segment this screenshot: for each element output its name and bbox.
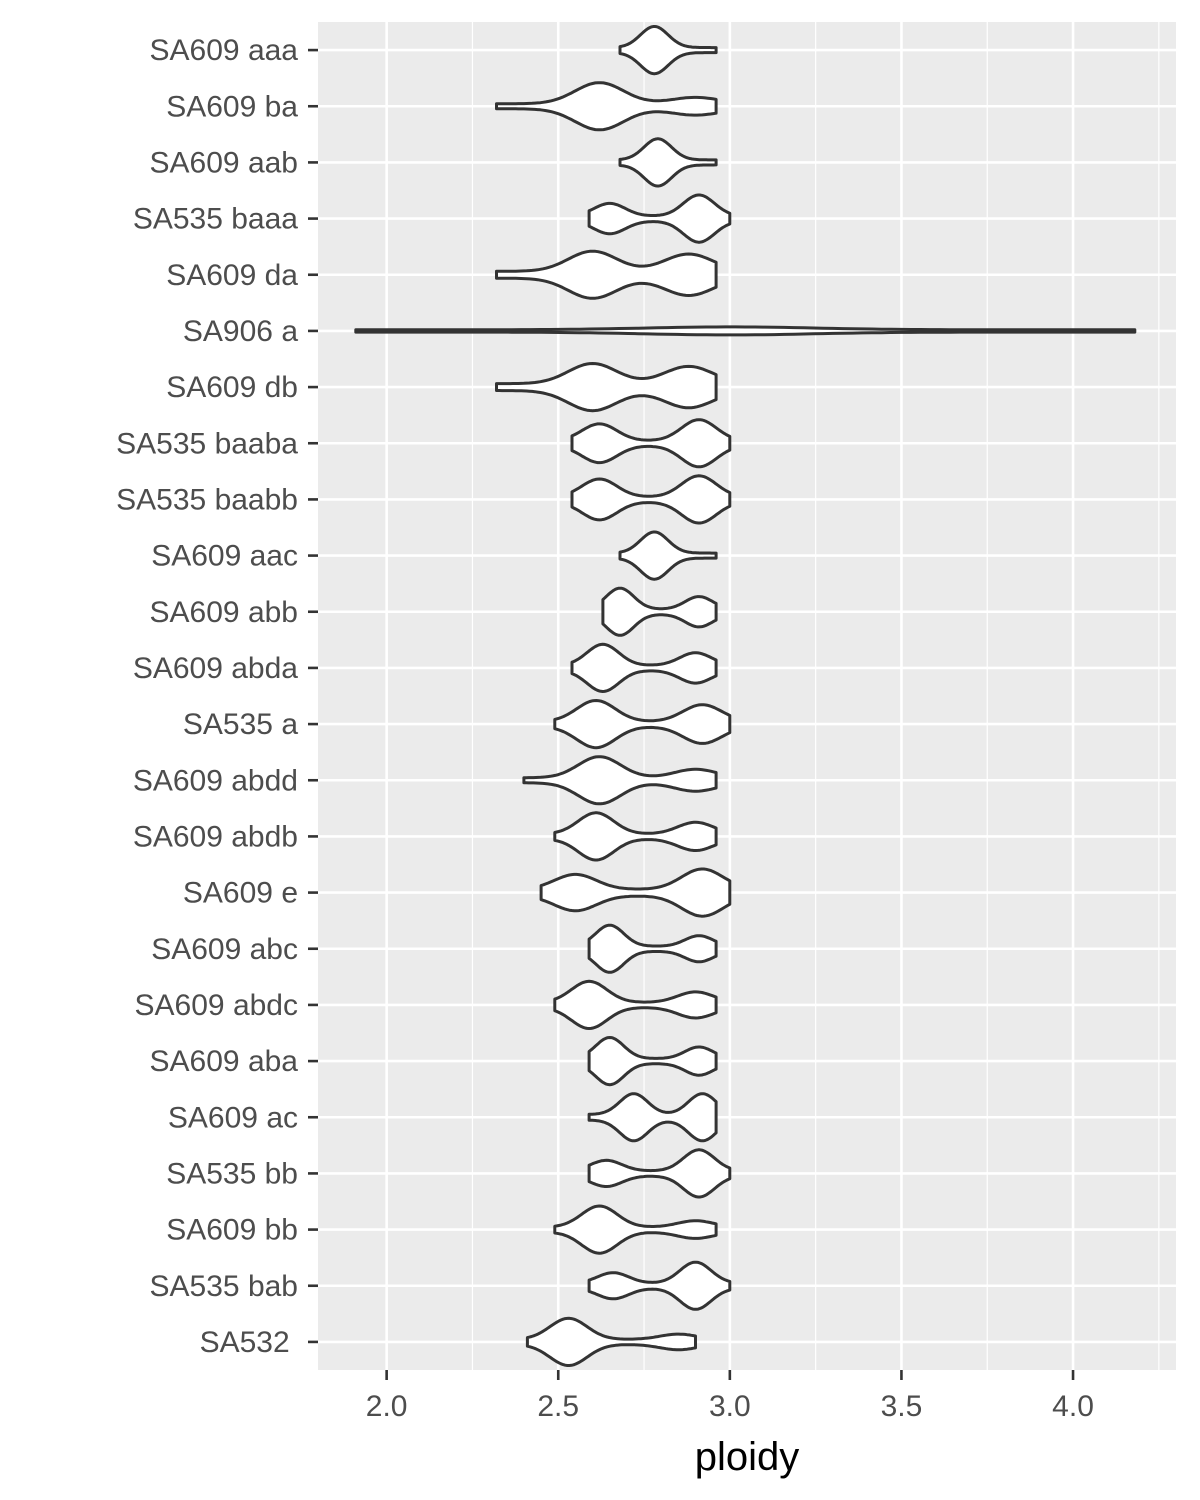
y-tick-label: SA609 ba [166, 90, 298, 123]
violin-sa609-aba [587, 1036, 718, 1087]
violin-sa609-ac [587, 1092, 718, 1143]
y-tick-label: SA609 abda [133, 652, 298, 685]
y-tick-label: SA609 aba [150, 1045, 299, 1078]
violin-sa609-aab [618, 137, 718, 188]
violin-sa609-abdb [553, 811, 718, 862]
violin-sa609-aac [618, 530, 718, 581]
y-tick-label: SA609 aab [150, 146, 298, 179]
y-tick-label: SA535 baabb [116, 483, 298, 516]
y-tick-label: SA609 abb [150, 596, 298, 629]
y-tick-label: SA535 bb [166, 1157, 298, 1190]
violin-sa609-abc [587, 923, 718, 974]
grid-major [318, 22, 1176, 1370]
violin-sa535-bb [587, 1148, 732, 1199]
y-tick-label: SA609 ac [168, 1101, 298, 1134]
y-axis: SA609 aaa SA609 ba SA609 aab SA535 baaa SA60… [116, 34, 318, 1359]
violin-sa609-e [539, 867, 732, 918]
violin-sa535-a [553, 699, 732, 750]
violin-sa609-ba [495, 81, 718, 132]
violin-sa906-a [354, 325, 1137, 337]
y-tick-label: SA609 aac [151, 540, 298, 573]
y-tick-label: SA535 a [183, 708, 298, 741]
violins [354, 25, 1137, 1367]
y-tick-label: SA609 aaa [150, 34, 299, 67]
violin-sa609-abdd [522, 755, 718, 806]
x-tick-label: 3.5 [881, 1390, 923, 1423]
x-axis: 2.0 2.5 3.0 3.5 4.0 [366, 1370, 1094, 1423]
violin-sa609-aaa [618, 25, 718, 76]
y-tick-label: SA609 abdd [133, 764, 298, 797]
violin-sa609-da [495, 249, 718, 300]
y-tick-label: SA532 [200, 1326, 298, 1359]
y-tick-label: SA609 abdc [135, 989, 298, 1022]
y-tick-label: SA609 abdb [133, 820, 298, 853]
violin-sa609-db [495, 362, 718, 413]
y-tick-label: SA535 baaba [116, 427, 298, 460]
y-tick-label: SA609 e [183, 877, 298, 910]
x-tick-label: 4.0 [1052, 1390, 1094, 1423]
violin-sa535-baabb [570, 474, 732, 525]
violin-sa609-abdc [553, 979, 718, 1030]
violin-sa535-bab [587, 1260, 732, 1311]
x-tick-label: 2.5 [537, 1390, 579, 1423]
x-tick-label: 2.0 [366, 1390, 408, 1423]
violin-sa609-abb [601, 586, 718, 637]
y-tick-label: SA609 da [166, 259, 298, 292]
y-tick-label: SA535 bab [150, 1270, 298, 1303]
y-tick-label: SA609 abc [151, 933, 298, 966]
x-tick-label: 3.0 [709, 1390, 751, 1423]
grid-minor [471, 22, 1160, 1370]
panel-background [318, 22, 1176, 1370]
x-axis-title: ploidy [695, 1435, 800, 1479]
y-tick-label: SA906 a [183, 315, 298, 348]
violin-sa535-baaba [570, 418, 732, 469]
violin-sa535-baaa [587, 193, 732, 244]
violin-sa609-bb [553, 1204, 718, 1255]
violin-sa532 [525, 1316, 697, 1367]
violin-sa609-abda [570, 642, 718, 693]
y-tick-label: SA609 db [166, 371, 298, 404]
y-tick-label: SA609 bb [166, 1214, 298, 1247]
y-tick-label: SA535 baaa [133, 203, 298, 236]
